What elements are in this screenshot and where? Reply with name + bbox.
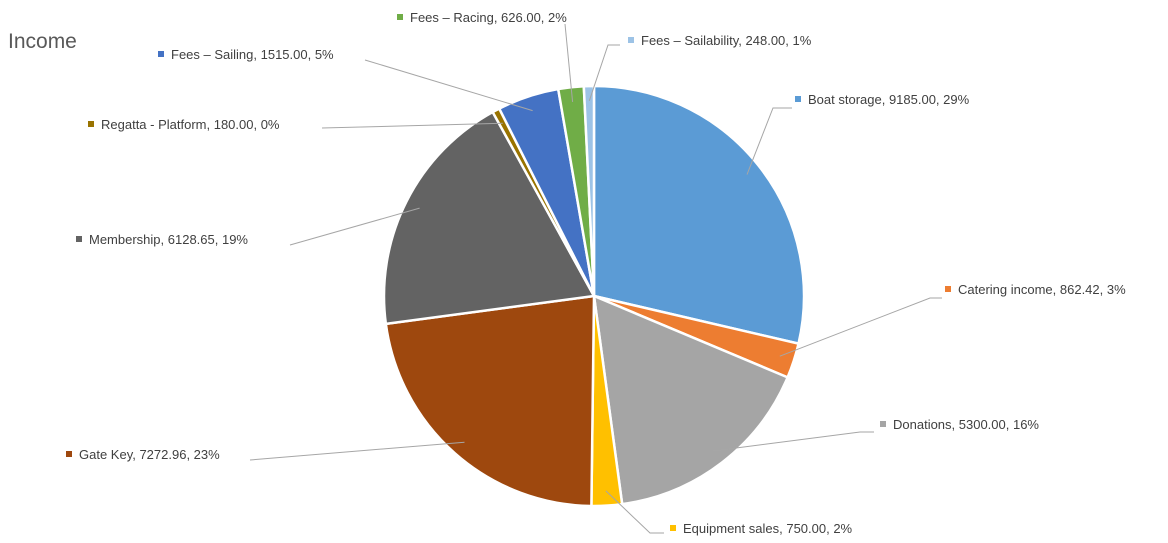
pie-slice-5: [384, 294, 596, 508]
data-label-7: Regatta - Platform, 180.00, 0%: [101, 117, 280, 132]
leader-line-1: [746, 107, 792, 175]
data-label-3: Donations, 5300.00, 16%: [893, 417, 1039, 432]
leader-line-9: [564, 23, 574, 102]
label-key-3: [880, 421, 886, 427]
leader-line-7: [321, 122, 503, 129]
label-key-7: [88, 121, 94, 127]
label-key-6: [76, 236, 82, 242]
data-label-8: Fees – Sailing, 1515.00, 5%: [171, 47, 334, 62]
leader-line-10: [588, 44, 620, 101]
label-key-8: [158, 51, 164, 57]
data-label-5: Gate Key, 7272.96, 23%: [79, 447, 220, 462]
data-label-4: Equipment sales, 750.00, 2%: [683, 521, 853, 536]
leader-line-3: [712, 431, 874, 452]
label-key-9: [397, 14, 403, 20]
data-label-10: Fees – Sailability, 248.00, 1%: [641, 33, 812, 48]
leader-line-6: [289, 207, 420, 246]
chart-title: Income: [8, 30, 77, 53]
label-key-1: [795, 96, 801, 102]
pie-slice-6: [382, 110, 596, 326]
pie-labels: Boat storage, 9185.00, 29% Catering incom…: [66, 10, 1126, 536]
leader-line-2: [779, 297, 942, 357]
leader-line-8: [364, 59, 533, 112]
data-label-1: Boat storage, 9185.00, 29%: [808, 92, 970, 107]
pie-slice-3: [592, 294, 789, 506]
label-key-10: [628, 37, 634, 43]
leader-line-5: [249, 441, 465, 461]
label-key-4: [670, 525, 676, 531]
leader-line-4: [605, 490, 664, 534]
label-key-5: [66, 451, 72, 457]
pie-slices: [382, 84, 806, 508]
pie-slice-1: [592, 84, 806, 345]
data-label-9: Fees – Racing, 626.00, 2%: [410, 10, 567, 25]
label-key-2: [945, 286, 951, 292]
data-label-6: Membership, 6128.65, 19%: [89, 232, 248, 247]
data-label-2: Catering income, 862.42, 3%: [958, 282, 1126, 297]
